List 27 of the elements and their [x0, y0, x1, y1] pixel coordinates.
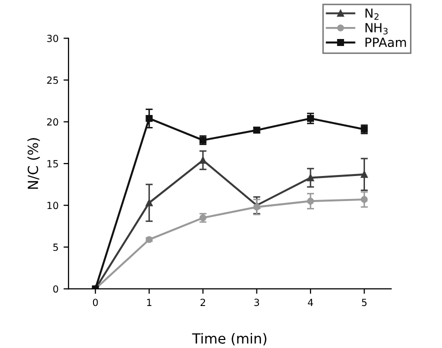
point	[360, 196, 368, 203]
legend-label: N$_{2}$	[366, 8, 378, 20]
y-axis-title: N/C (%)	[27, 138, 40, 189]
x-tick-label: 1	[147, 298, 152, 306]
point	[146, 114, 153, 122]
point	[199, 156, 206, 164]
point	[360, 170, 368, 178]
x-tick-label: 3	[254, 298, 260, 306]
point	[253, 204, 260, 210]
y-tick-label: 30	[47, 34, 58, 42]
y-tick-label: 10	[47, 202, 58, 210]
x-tick-label: 4	[308, 298, 314, 306]
x-tick-label: 2	[200, 298, 206, 306]
y-tick-label: 0	[53, 285, 58, 293]
x-tick-label: 5	[362, 298, 367, 306]
point	[307, 114, 314, 122]
y-tick-label: 15	[47, 160, 58, 168]
legend-label: PPAam	[366, 38, 406, 48]
y-tick-label: 5	[53, 244, 58, 251]
y-tick-label: 25	[47, 76, 58, 84]
point	[307, 198, 314, 205]
point	[307, 174, 314, 182]
point	[146, 199, 153, 206]
legend-label: NH$_{3}$	[366, 23, 388, 34]
x-axis-title: Time (min)	[192, 332, 266, 346]
x-tick-label: 0	[92, 298, 98, 306]
y-tick-label: 20	[47, 118, 58, 126]
